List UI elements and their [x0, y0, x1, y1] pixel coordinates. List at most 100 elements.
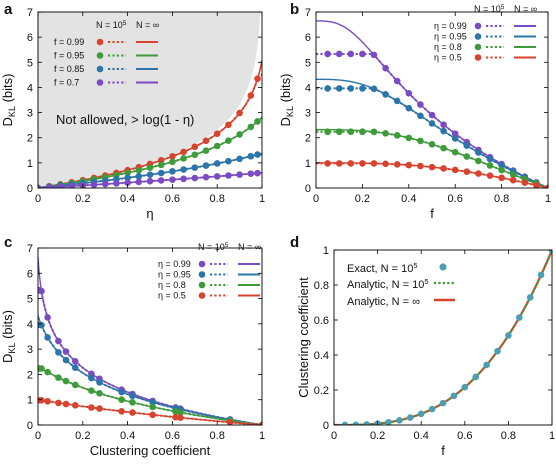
legend-entry-label: η = 0.95 — [158, 270, 191, 280]
series-marker — [347, 160, 355, 167]
series-marker — [247, 152, 255, 160]
series-marker — [405, 134, 413, 142]
exact-marker — [494, 347, 501, 355]
series-marker — [521, 179, 529, 187]
series-marker — [247, 170, 255, 177]
series-marker — [118, 407, 125, 415]
series-marker — [324, 50, 331, 58]
series-marker — [254, 75, 261, 82]
series-marker — [417, 137, 424, 145]
x-tick-label: 0.4 — [401, 193, 416, 205]
series-marker — [213, 130, 221, 137]
series-marker — [135, 172, 143, 180]
series-marker — [475, 170, 482, 177]
legend-marker — [198, 281, 206, 289]
series-marker — [417, 112, 424, 120]
legend-entry-label: f = 0.7 — [54, 78, 79, 88]
panel-a: 0 0.2 0.4 0.6 0.8 1 0 1 2 3 4 5 6 7 a η DKL (bits) Not al… — [0, 1, 265, 221]
legend-entry-label: η = 0.5 — [434, 53, 462, 63]
series-marker — [533, 182, 540, 188]
series-marker — [124, 174, 131, 182]
exact-marker — [548, 250, 552, 254]
y-tick-label: 6 — [27, 32, 33, 44]
series-marker — [370, 128, 378, 136]
series-marker — [258, 421, 262, 425]
x-tick-label: 0.4 — [120, 193, 135, 205]
series-marker — [44, 397, 51, 405]
series-marker — [90, 181, 98, 188]
exact-marker — [526, 294, 534, 301]
x-tick-label: 0.4 — [414, 430, 429, 442]
legend-marker — [96, 79, 104, 86]
legend-marker — [474, 22, 482, 30]
legend-marker — [474, 33, 482, 40]
y-tick-label: 2 — [305, 133, 311, 145]
series-marker — [428, 111, 436, 119]
legend-header-infinite: N = ∞ — [514, 4, 537, 14]
exact-marker — [417, 410, 425, 418]
legend-label-analytic-finite: Analytic, N = 105 — [347, 277, 429, 291]
series-marker — [180, 175, 187, 183]
x-tick-label: 1 — [259, 430, 265, 442]
series-marker — [359, 160, 366, 167]
series-marker — [370, 85, 378, 93]
exact-marker — [516, 314, 523, 321]
series-marker — [475, 149, 482, 156]
series-marker — [71, 381, 79, 389]
series-marker — [71, 358, 79, 365]
exact-marker — [385, 418, 392, 425]
y-tick-label: 0 — [323, 420, 329, 432]
series-marker — [96, 379, 103, 386]
series-marker — [55, 337, 62, 345]
legend-entry-label: η = 0.5 — [158, 291, 186, 301]
series-marker — [118, 388, 125, 396]
series-marker — [347, 50, 355, 58]
forbidden-region — [38, 12, 261, 188]
series-marker — [247, 123, 255, 131]
series-marker — [486, 162, 494, 169]
plot-frame — [37, 247, 263, 426]
series-marker — [213, 142, 221, 150]
legend-marker — [96, 65, 104, 73]
y-tick-label: 7 — [27, 7, 33, 19]
plot-frame — [315, 11, 549, 189]
series-line-finite — [316, 87, 548, 188]
exact-marker — [407, 414, 414, 421]
y-tick-label: 4 — [27, 82, 33, 94]
series-marker — [202, 162, 210, 169]
x-tick-label: 0.8 — [494, 193, 509, 205]
series-marker — [382, 64, 389, 72]
series-marker — [38, 321, 45, 329]
series-marker — [254, 151, 261, 158]
series-marker — [202, 173, 210, 181]
y-tick-label: 4 — [27, 319, 33, 331]
series-marker — [44, 314, 51, 321]
legend-label-analytic-infinite: Analytic, N = ∞ — [347, 296, 420, 308]
legend-header-finite: N = 105 — [198, 242, 229, 252]
series-marker — [359, 50, 366, 58]
exact-marker — [505, 332, 512, 339]
series-marker — [62, 356, 70, 364]
series-marker — [191, 143, 199, 151]
exact-marker — [472, 373, 480, 381]
series-marker — [451, 148, 459, 156]
series-marker — [236, 131, 243, 138]
x-axis-label: Clustering coefficient — [90, 443, 211, 458]
series-marker — [370, 160, 378, 167]
series-marker — [463, 153, 471, 160]
panel-letter: d — [290, 234, 299, 251]
series-marker — [509, 176, 517, 184]
y-tick-label: 2 — [27, 369, 33, 381]
series-marker — [226, 419, 234, 425]
exact-marker — [439, 399, 447, 407]
y-tick-label: 0.8 — [314, 280, 329, 292]
y-tick-label: 0 — [305, 183, 311, 195]
series-marker — [225, 157, 232, 165]
legend-entry-label: f = 0.85 — [54, 64, 84, 74]
series-marker — [486, 172, 494, 179]
series-marker — [71, 364, 79, 372]
series-marker — [359, 128, 366, 136]
series-marker — [393, 77, 401, 85]
series-marker — [180, 155, 187, 162]
